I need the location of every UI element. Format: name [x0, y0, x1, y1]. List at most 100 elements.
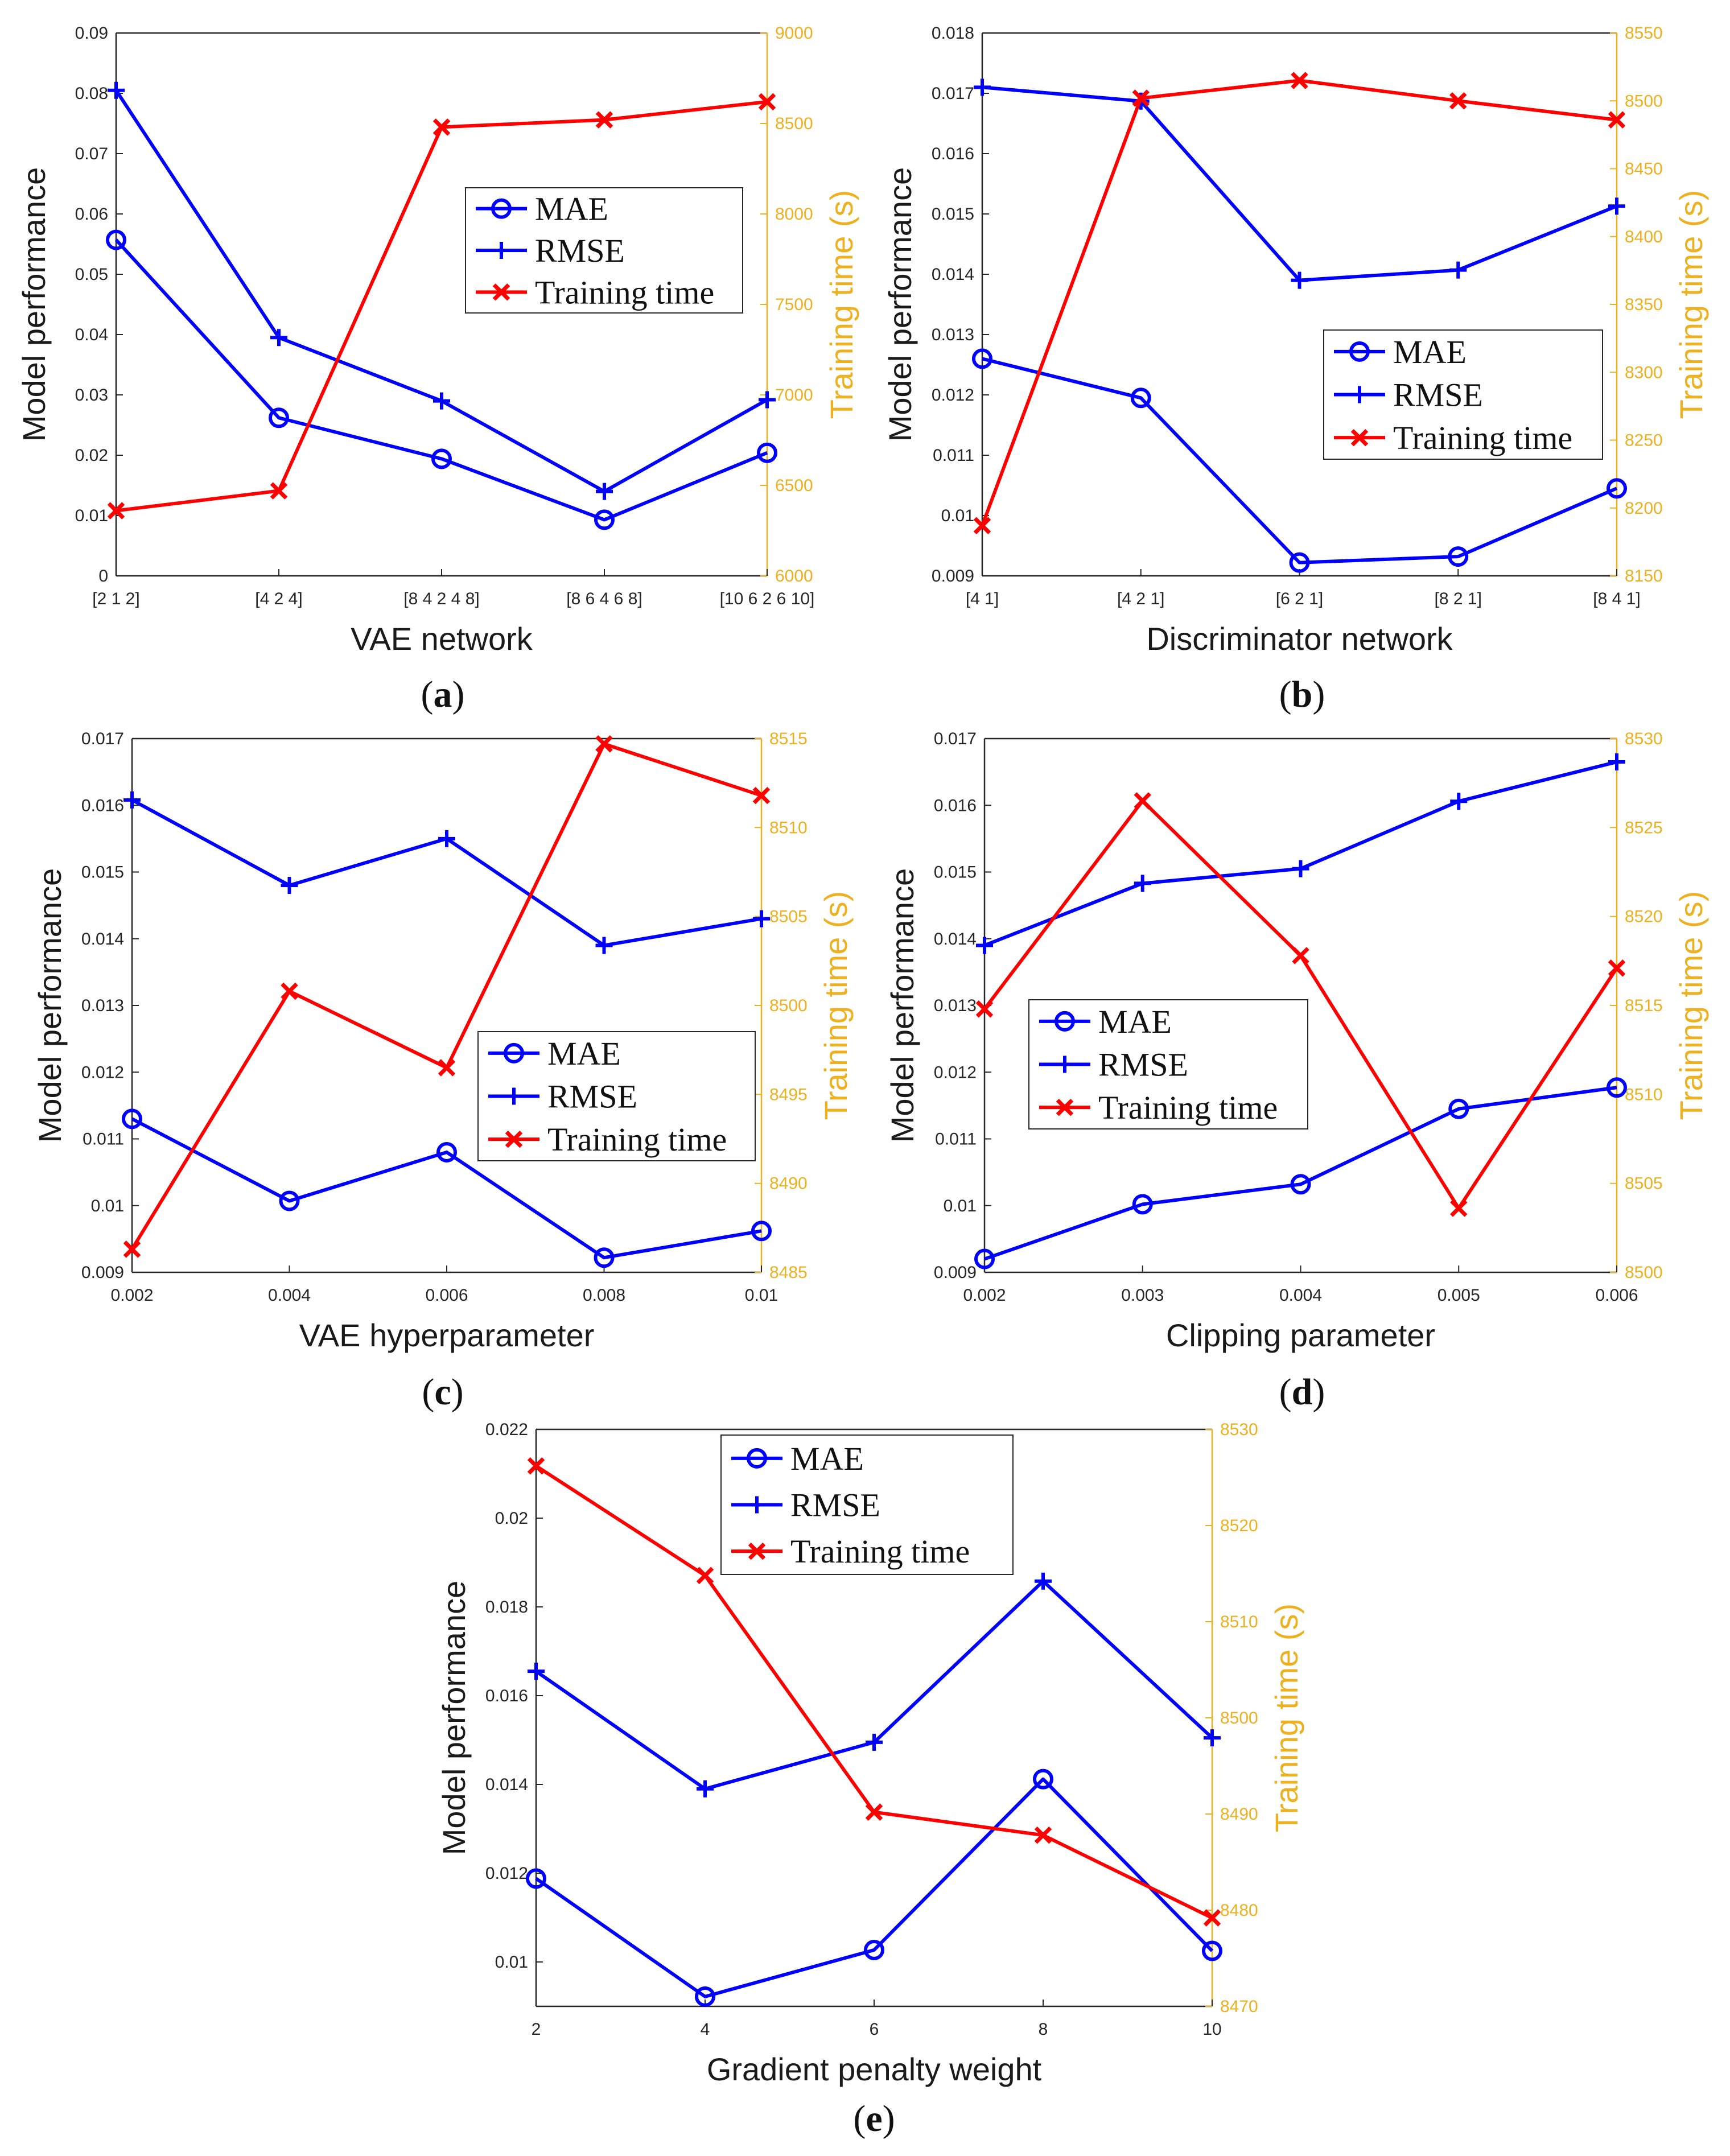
right-tick-label: 8500 — [1625, 1263, 1663, 1282]
right-y-axis-title: Training time (s) — [1268, 1603, 1304, 1832]
legend-rmse-label: RMSE — [1098, 1046, 1188, 1083]
x-axis-title: Gradient penalty weight — [707, 2051, 1042, 2087]
mae-data-point — [269, 407, 289, 428]
left-tick-label: 0 — [98, 567, 108, 586]
left-tick-label: 0.012 — [81, 1063, 124, 1082]
rmse-data-point — [1134, 875, 1151, 892]
rmse-data-point — [1292, 860, 1309, 877]
panel-label: (e) — [853, 2098, 895, 2139]
mae-data-point — [1202, 1940, 1222, 1961]
panel-label-letter: a — [434, 674, 452, 715]
right-tick-label: 8450 — [1625, 160, 1663, 179]
right-y-axis-title: Training time (s) — [1673, 891, 1709, 1120]
right-tick-label: 8300 — [1625, 363, 1663, 382]
right-tick-label: 9000 — [775, 24, 813, 43]
legend-rmse-label: RMSE — [547, 1078, 637, 1115]
mae-data-point — [1132, 1194, 1153, 1215]
x-axis-title: VAE network — [351, 621, 533, 657]
mae-series-line — [982, 357, 1618, 564]
legend-training-time-marker — [492, 283, 510, 301]
legend: MAE RMSE Training time — [1323, 329, 1603, 460]
training-time-data-point — [438, 1059, 456, 1077]
left-tick-label: 0.012 — [485, 1864, 528, 1883]
right-tick-label: 8150 — [1625, 567, 1663, 586]
legend-training-time-label: Training time — [1393, 419, 1572, 456]
right-y-axis-title: Training time (s) — [818, 891, 854, 1120]
left-tick-label: 0.015 — [81, 863, 124, 882]
x-tick-label: 6 — [870, 2020, 879, 2039]
left-tick-label: 0.015 — [932, 205, 974, 224]
legend-mae-label: MAE — [790, 1440, 864, 1477]
rmse-data-point — [1449, 261, 1467, 279]
mae-data-point — [122, 1108, 142, 1129]
legend-mae-marker — [1349, 341, 1370, 362]
panel-label-close: ) — [1312, 1371, 1325, 1413]
panel-label-close: ) — [883, 2098, 895, 2139]
left-tick-label: 0.01 — [941, 506, 974, 525]
training-time-data-point — [123, 1240, 141, 1258]
x-tick-label: 0.004 — [268, 1286, 311, 1305]
training-time-data-point — [1203, 1909, 1221, 1927]
right-tick-label: 8500 — [1625, 92, 1663, 110]
x-tick-label: 0.002 — [110, 1286, 153, 1305]
legend: MAE RMSE Training time — [720, 1434, 1014, 1575]
y-axis-title: Model performance — [882, 167, 918, 442]
training-time-data-point — [1134, 792, 1151, 810]
panel-label-open: ( — [1279, 1371, 1292, 1413]
mae-data-point — [974, 1248, 995, 1269]
right-tick-label: 8470 — [1220, 1997, 1258, 2016]
rmse-data-point — [596, 483, 613, 500]
training-time-series-line — [130, 742, 762, 1250]
left-tick-label: 0.009 — [932, 567, 974, 586]
mae-data-point — [526, 1868, 546, 1889]
legend-rmse-label: RMSE — [1393, 377, 1483, 414]
panel-label: (d) — [1279, 1371, 1325, 1413]
right-tick-label: 8505 — [1625, 1174, 1663, 1193]
x-tick-label: [10 6 2 6 10] — [720, 590, 815, 608]
mae-data-point — [1448, 546, 1469, 567]
rmse-series-line — [982, 85, 1618, 282]
training-time-data-point — [281, 982, 298, 1000]
panel-label: (b) — [1279, 674, 1325, 715]
x-tick-label: [8 4 2 4 8] — [403, 590, 479, 608]
legend-mae-marker — [491, 198, 512, 219]
rmse-series-line — [535, 1579, 1214, 1791]
rmse-data-point — [974, 79, 991, 96]
left-tick-label: 0.012 — [932, 386, 974, 405]
x-tick-label: 0.006 — [425, 1286, 468, 1305]
mae-data-point — [431, 448, 452, 469]
x-tick-label: [8 4 1] — [1593, 590, 1640, 608]
right-tick-label: 8350 — [1625, 295, 1663, 314]
training-time-data-point — [758, 93, 776, 111]
legend-mae-marker — [504, 1042, 524, 1063]
right-tick-label: 8510 — [1220, 1613, 1258, 1631]
right-tick-label: 8530 — [1625, 729, 1663, 748]
rmse-data-point — [866, 1733, 883, 1751]
panel-label-letter: b — [1292, 674, 1313, 715]
rmse-data-point — [123, 791, 141, 809]
left-tick-label: 0.013 — [934, 996, 977, 1015]
legend: MAE RMSE Training time — [477, 1031, 756, 1161]
left-tick-label: 0.016 — [932, 145, 974, 163]
x-axis-title: Clipping parameter — [1166, 1317, 1435, 1353]
left-tick-label: 0.016 — [81, 796, 124, 815]
panel-label-close: ) — [451, 1371, 464, 1413]
chart-panel-e: 0.010.0120.0140.0160.0180.020.0228470848… — [436, 1420, 1304, 2139]
right-tick-label: 8495 — [769, 1085, 808, 1104]
mae-data-point — [1033, 1769, 1053, 1790]
right-tick-label: 8530 — [1220, 1420, 1258, 1439]
x-tick-label: 0.005 — [1437, 1286, 1480, 1305]
right-tick-label: 7000 — [775, 386, 813, 405]
y-axis-title: Model performance — [16, 167, 52, 442]
right-tick-label: 8520 — [1625, 908, 1663, 926]
training-time-data-point — [1034, 1826, 1052, 1844]
training-time-data-point — [1449, 92, 1467, 110]
right-tick-label: 6500 — [775, 476, 813, 495]
legend-training-time-marker — [748, 1542, 766, 1560]
training-time-data-point — [975, 1000, 994, 1018]
rmse-data-point — [281, 876, 298, 894]
rmse-series-line — [131, 798, 762, 947]
right-tick-label: 8480 — [1220, 1901, 1258, 1920]
right-tick-label: 8490 — [769, 1174, 808, 1193]
x-tick-label: 0.008 — [583, 1286, 625, 1305]
